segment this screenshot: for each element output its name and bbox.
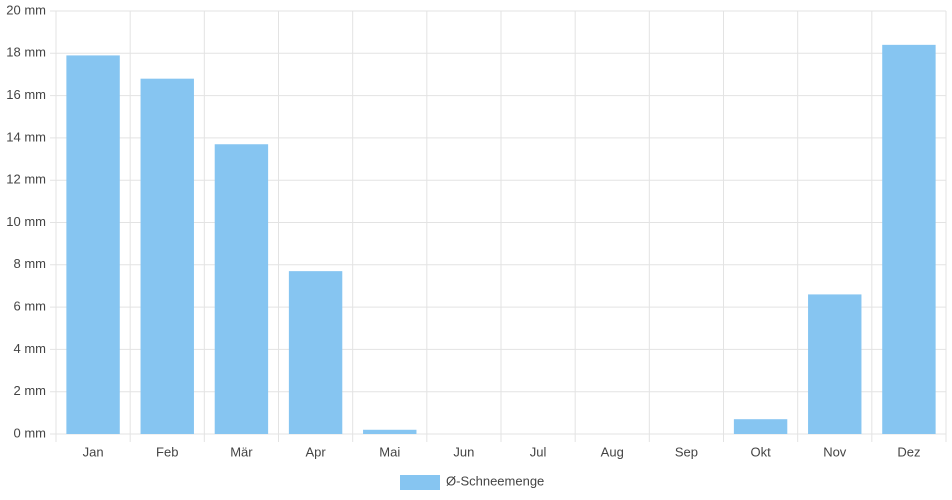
x-tick-label: Feb	[156, 444, 178, 459]
y-tick-label: 4 mm	[14, 341, 47, 356]
x-tick-label: Mär	[230, 444, 253, 459]
x-tick-label: Dez	[897, 444, 920, 459]
bar	[733, 419, 788, 434]
y-tick-label: 10 mm	[6, 214, 46, 229]
bar	[140, 78, 194, 435]
x-tick-label: Aug	[601, 444, 624, 459]
x-tick-label: Jan	[83, 444, 104, 459]
y-tick-label: 2 mm	[14, 383, 47, 398]
bar	[882, 44, 936, 435]
y-tick-label: 18 mm	[6, 45, 46, 60]
bar	[363, 429, 417, 434]
x-tick-label: Sep	[675, 444, 698, 459]
y-tick-label: 16 mm	[6, 87, 46, 102]
x-tick-label: Okt	[750, 444, 771, 459]
y-tick-label: 20 mm	[6, 2, 46, 17]
x-tick-label: Nov	[823, 444, 847, 459]
x-tick-label: Mai	[379, 444, 400, 459]
x-tick-label: Jul	[530, 444, 547, 459]
x-tick-label: Jun	[453, 444, 474, 459]
bar	[66, 55, 120, 434]
legend-label: Ø-Schneemenge	[446, 473, 544, 488]
legend-swatch	[400, 475, 440, 490]
y-tick-label: 8 mm	[14, 256, 47, 271]
x-tick-label: Apr	[305, 444, 326, 459]
bar	[214, 144, 269, 434]
y-tick-label: 6 mm	[14, 299, 47, 314]
bar	[288, 271, 343, 434]
y-tick-label: 12 mm	[6, 172, 46, 187]
y-tick-label: 14 mm	[6, 129, 46, 144]
y-tick-label: 0 mm	[14, 425, 47, 440]
bar	[808, 294, 862, 434]
